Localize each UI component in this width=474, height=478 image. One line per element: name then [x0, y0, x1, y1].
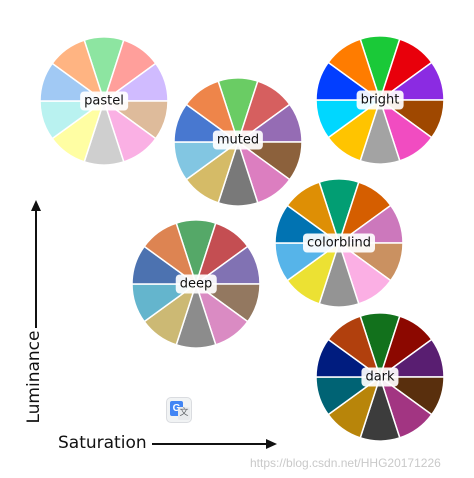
- bright-label: bright: [356, 90, 404, 110]
- deep-label: deep: [175, 274, 217, 294]
- colorblind-label: colorblind: [303, 233, 375, 253]
- dark-wheel: [315, 312, 445, 442]
- saturation-arrow-icon: [266, 439, 277, 449]
- saturation-axis-label: Saturation: [58, 433, 147, 453]
- colorblind-slice: [286, 181, 341, 245]
- saturation-axis-line: [152, 443, 267, 445]
- deep-slice: [143, 222, 198, 286]
- dark-label: dark: [361, 367, 399, 387]
- deep-wheel: [131, 219, 261, 349]
- luminance-arrow-icon: [31, 200, 41, 211]
- translate-char-glyph: 文: [178, 407, 190, 420]
- bright-slice: [327, 38, 382, 102]
- google-translate-icon[interactable]: G 文: [166, 397, 192, 423]
- watermark: https://blog.csdn.net/HHG20171226: [250, 456, 441, 470]
- pastel-slice: [51, 39, 106, 103]
- muted-label: muted: [212, 130, 264, 150]
- dark-slice: [327, 315, 382, 379]
- luminance-axis-label: Luminance: [24, 330, 44, 424]
- colorblind-wheel: [274, 178, 404, 308]
- luminance-axis-line: [35, 210, 37, 328]
- pastel-label: pastel: [80, 91, 128, 111]
- muted-slice: [185, 80, 240, 144]
